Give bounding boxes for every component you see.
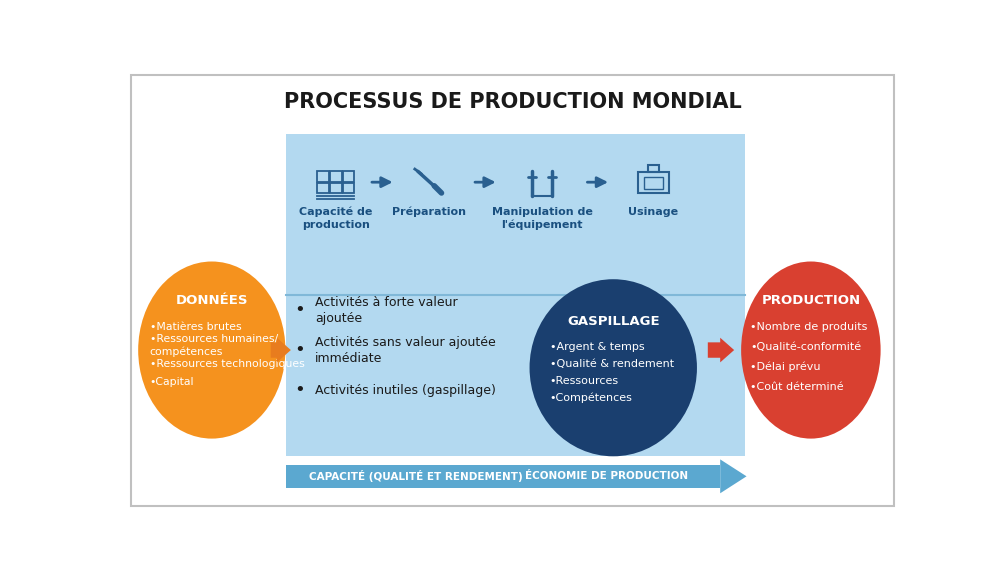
Bar <box>638 172 669 193</box>
Text: •Argent & temps: •Argent & temps <box>550 342 644 352</box>
Text: PROCESSUS DE PRODUCTION MONDIAL: PROCESSUS DE PRODUCTION MONDIAL <box>284 92 741 112</box>
Text: PRODUCTION: PRODUCTION <box>761 293 860 306</box>
Text: •Délai prévu: •Délai prévu <box>750 362 821 372</box>
Bar <box>286 135 745 457</box>
Text: •Ressources technologiques: •Ressources technologiques <box>150 359 305 369</box>
Text: •Qualité & rendement: •Qualité & rendement <box>550 359 674 369</box>
Polygon shape <box>708 338 734 362</box>
Bar <box>343 183 354 193</box>
Text: •Nombre de produits: •Nombre de produits <box>750 322 868 332</box>
Polygon shape <box>720 459 747 493</box>
Text: •: • <box>294 341 305 359</box>
Polygon shape <box>271 338 291 362</box>
Ellipse shape <box>741 262 881 439</box>
Text: •Compétences: •Compétences <box>550 393 633 403</box>
Text: Activités inutiles (gaspillage): Activités inutiles (gaspillage) <box>315 384 496 397</box>
Text: GASPILLAGE: GASPILLAGE <box>567 315 660 328</box>
Text: Usinage: Usinage <box>628 207 679 217</box>
Bar <box>317 171 329 182</box>
Text: •Coût déterminé: •Coût déterminé <box>750 382 844 392</box>
Text: CAPACITÉ (QUALITÉ ET RENDEMENT): CAPACITÉ (QUALITÉ ET RENDEMENT) <box>309 470 523 482</box>
Text: •Matières brutes: •Matières brutes <box>150 322 241 332</box>
Text: •Ressources: •Ressources <box>550 376 619 386</box>
Bar <box>286 465 720 488</box>
Ellipse shape <box>138 262 285 439</box>
Text: •Capital: •Capital <box>150 377 194 388</box>
Bar <box>343 171 354 182</box>
Ellipse shape <box>530 279 697 457</box>
Text: •: • <box>294 381 305 399</box>
Text: •Qualité-conformité: •Qualité-conformité <box>750 342 862 352</box>
Text: •Ressources humaines/
compétences: •Ressources humaines/ compétences <box>150 334 278 356</box>
Text: •: • <box>294 301 305 319</box>
Bar <box>330 183 342 193</box>
Bar <box>317 183 329 193</box>
Text: Préparation: Préparation <box>392 207 466 217</box>
FancyBboxPatch shape <box>131 75 894 505</box>
Text: DONNÉES: DONNÉES <box>176 293 248 306</box>
Text: Activités à forte valeur
ajoutée: Activités à forte valeur ajoutée <box>315 296 458 324</box>
Bar <box>648 165 659 172</box>
Text: Capacité de
production: Capacité de production <box>299 207 372 230</box>
Text: ÉCONOMIE DE PRODUCTION: ÉCONOMIE DE PRODUCTION <box>525 472 688 481</box>
Bar <box>644 177 663 190</box>
Bar <box>330 171 342 182</box>
Text: Manipulation de
l'équipement: Manipulation de l'équipement <box>492 207 592 230</box>
Text: Activités sans valeur ajoutée
immédiate: Activités sans valeur ajoutée immédiate <box>315 336 496 365</box>
